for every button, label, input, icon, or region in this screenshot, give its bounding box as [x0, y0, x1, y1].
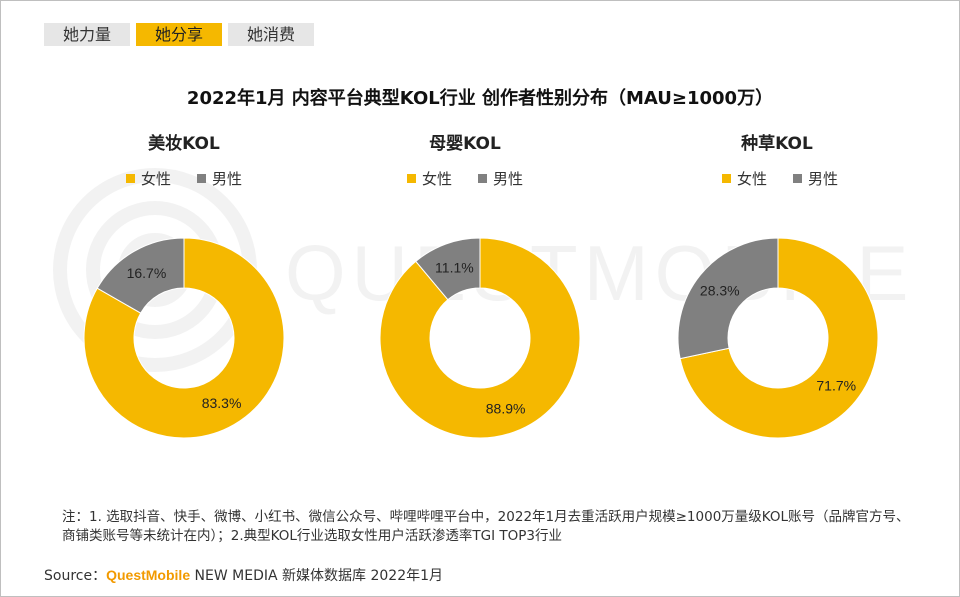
donut-chart-seeding: 71.7% 28.3%: [677, 237, 879, 439]
legend-swatch-male: [793, 174, 802, 183]
slice-female: [83, 237, 285, 439]
chart-title-seeding: 种草KOL: [741, 134, 813, 154]
data-label-male: 28.3%: [700, 283, 740, 299]
legend-beauty: 女性 男性: [34, 168, 334, 189]
tab-bar: 她力量 她分享 她消费: [44, 23, 314, 46]
source-prefix: Source：: [44, 568, 107, 584]
legend-item-male: 男性: [197, 168, 242, 189]
slice-female: [679, 237, 879, 439]
legend-item-female: 女性: [125, 168, 171, 189]
legend-item-female: 女性: [406, 168, 452, 189]
legend-swatch-male: [197, 174, 206, 183]
legend-item-male: 男性: [478, 168, 523, 189]
legend-label-male: 男性: [212, 170, 243, 188]
tab-her-share[interactable]: 她分享: [136, 23, 222, 46]
slice-female: [379, 237, 581, 439]
data-label-male: 16.7%: [127, 265, 167, 281]
slice-male: [96, 237, 185, 314]
slice-male: [677, 237, 779, 360]
legend-seeding: 女性 男性: [630, 168, 930, 189]
legend-label-male: 男性: [808, 170, 839, 188]
legend-label-female: 女性: [736, 170, 767, 188]
legend-label-female: 女性: [421, 170, 452, 188]
chart-title-beauty: 美妆KOL: [148, 134, 220, 154]
data-label-male: 11.1%: [435, 260, 474, 276]
legend-item-male: 男性: [793, 168, 838, 189]
legend-label-male: 男性: [493, 170, 524, 188]
source-brand: QuestMobile: [106, 567, 191, 583]
slice-male: [415, 237, 481, 301]
legend-swatch-male: [478, 174, 487, 183]
donut-chart-maternal: 88.9% 11.1%: [379, 237, 581, 439]
legend-label-female: 女性: [140, 170, 171, 188]
source-line: Source：QuestMobile NEW MEDIA 新媒体数据库 2022…: [44, 565, 443, 585]
data-label-female: 83.3%: [202, 395, 242, 411]
donut-chart-beauty: 83.3% 16.7%: [83, 237, 285, 439]
source-rest: NEW MEDIA 新媒体数据库 2022年1月: [190, 568, 444, 584]
legend-swatch-female: [406, 174, 416, 183]
legend-swatch-female: [125, 174, 135, 183]
legend-maternal: 女性 男性: [315, 168, 615, 189]
tab-her-power[interactable]: 她力量: [44, 23, 130, 46]
data-label-female: 71.7%: [816, 377, 856, 393]
chart-title-maternal: 母婴KOL: [429, 134, 501, 154]
page-title: 2022年1月 内容平台典型KOL行业 创作者性别分布（MAU≥1000万）: [186, 88, 774, 109]
legend-item-female: 女性: [721, 168, 767, 189]
data-label-female: 88.9%: [486, 400, 526, 416]
tab-her-consumption[interactable]: 她消费: [228, 23, 314, 46]
footnote: 注：1. 选取抖音、快手、微博、小红书、微信公众号、哔哩哔哩平台中，2022年1…: [62, 509, 910, 544]
legend-swatch-female: [721, 174, 731, 183]
